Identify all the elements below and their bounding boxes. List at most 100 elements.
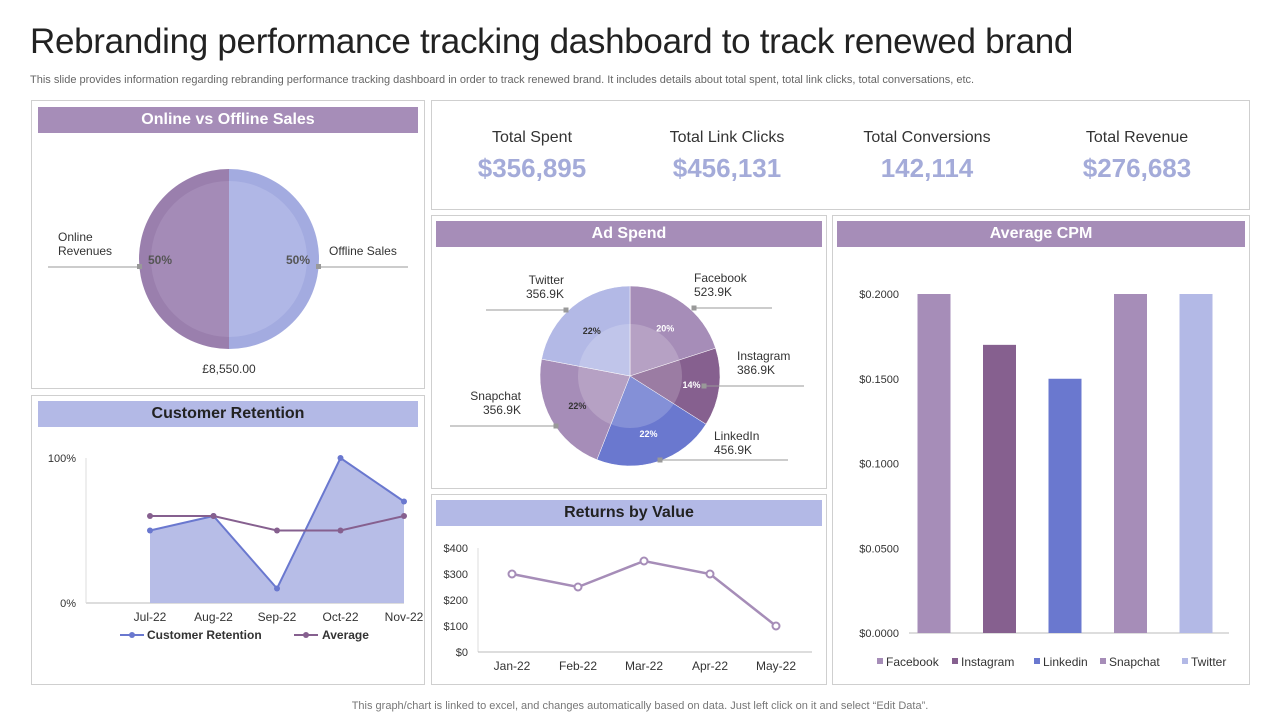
y-tick-label: 0%	[60, 598, 76, 610]
ad-spend-slice	[541, 285, 631, 377]
kpi-label: Total Spent	[491, 129, 573, 146]
ad-spend-amount-label: 386.9K	[737, 363, 775, 377]
kpi-label: Total Link Clicks	[669, 129, 785, 146]
total-sales-label: £8,550.00	[202, 362, 256, 376]
retention-point	[274, 585, 280, 592]
customer-retention-panel: Customer Retention 0% 100% Jul-22 Aug-22 Sep…	[31, 395, 425, 685]
legend-swatch	[952, 658, 958, 664]
cpm-bar	[983, 344, 1016, 633]
leader-marker	[137, 264, 142, 269]
kpi-value: $456,131	[672, 153, 782, 183]
ad-spend-slice	[629, 347, 721, 425]
average-cpm-bar-chart[interactable]: $0.0000 $0.0500 $0.1000 $0.1500 $0.2000 Faceb…	[833, 216, 1249, 684]
kpi-value: $356,895	[477, 153, 587, 183]
x-tick-label: Nov-22	[385, 610, 424, 624]
cpm-bar	[1048, 378, 1082, 633]
y-tick-label: $0.2000	[859, 289, 899, 301]
x-tick-label: Jul-22	[134, 610, 167, 624]
ad-spend-amount-label: 456.9K	[714, 443, 752, 457]
retention-point	[147, 527, 153, 534]
ad-spend-category-label: Twitter	[529, 273, 564, 287]
y-tick-label: $300	[444, 569, 468, 581]
pie-slice	[229, 181, 307, 337]
online-offline-title: Online vs Offline Sales	[38, 107, 418, 133]
legend-swatch	[1100, 658, 1106, 664]
kpi-value: 142,114	[880, 153, 974, 183]
cpm-bar	[1114, 294, 1147, 633]
legend-swatch	[1182, 658, 1188, 664]
legend-label: Instagram	[961, 655, 1014, 669]
y-tick-label: $0.1000	[859, 459, 899, 471]
customer-retention-title: Customer Retention	[38, 401, 418, 427]
legend-label: Customer Retention	[147, 628, 262, 642]
legend-label: Linkedin	[1043, 655, 1088, 669]
returns-point	[639, 556, 649, 566]
legend-label: Average	[322, 628, 369, 642]
offline-pct-label: 50%	[286, 253, 310, 267]
ad-spend-amount-label: 523.9K	[694, 285, 732, 299]
average-point	[210, 513, 217, 519]
ad-spend-amount-label: 356.9K	[526, 287, 564, 301]
retention-point	[401, 498, 407, 505]
ad-spend-pct-label: 14%	[683, 380, 701, 390]
pie-slice	[151, 181, 229, 337]
average-point	[337, 527, 344, 534]
kpi-total-conversions: Total Conversions 142,114	[827, 101, 1027, 209]
returns-title: Returns by Value	[436, 500, 822, 526]
kpi-total-revenue: Total Revenue $276,683	[1037, 101, 1237, 209]
leader-marker	[701, 383, 707, 389]
legend-swatch	[1034, 658, 1040, 664]
x-tick-label: May-22	[756, 659, 796, 673]
y-tick-label: $100	[444, 621, 468, 633]
x-tick-label: Oct-22	[322, 610, 358, 624]
offline-sales-label: Offline Sales	[329, 244, 397, 258]
y-tick-label: $200	[444, 595, 468, 607]
leader-marker	[316, 264, 321, 269]
y-tick-label: $0.0500	[859, 543, 899, 555]
legend-label: Twitter	[1191, 655, 1226, 669]
online-revenues-label: Online	[58, 230, 93, 244]
ad-spend-category-label: Snapchat	[470, 389, 521, 403]
y-tick-label: $0	[456, 647, 468, 659]
x-tick-label: Jan-22	[494, 659, 531, 673]
ad-spend-pct-label: 22%	[640, 429, 658, 439]
legend-swatch-marker	[303, 632, 309, 638]
leader-marker	[563, 307, 569, 313]
ad-spend-pct-label: 20%	[656, 323, 674, 333]
average-point	[274, 527, 280, 534]
ad-spend-category-label: Instagram	[737, 349, 790, 363]
page-title: Rebranding performance tracking dashboar…	[30, 22, 1074, 61]
x-tick-label: Feb-22	[559, 659, 597, 673]
leader-marker	[691, 305, 697, 311]
ad-spend-category-label: LinkedIn	[714, 429, 759, 443]
y-tick-label: 100%	[48, 453, 76, 465]
kpi-total-spent: Total Spent $356,895	[432, 101, 632, 209]
average-point	[147, 513, 153, 519]
returns-panel: Returns by Value $0 $100 $200 $300 $400 Jan-2…	[431, 494, 827, 685]
average-cpm-title: Average CPM	[837, 221, 1245, 247]
kpi-panel: Total Spent $356,895 Total Link Clicks $…	[431, 100, 1250, 210]
x-tick-label: Apr-22	[692, 659, 728, 673]
returns-line-chart[interactable]: $0 $100 $200 $300 $400 Jan-22 Feb-22 Mar-22 Apr-…	[432, 495, 826, 684]
retention-area	[150, 458, 404, 603]
online-pct-label: 50%	[148, 253, 172, 267]
returns-point	[705, 569, 715, 579]
y-tick-label: $0.1500	[859, 374, 899, 386]
returns-point	[573, 582, 583, 592]
customer-retention-chart[interactable]: 0%100%Jul-22 Aug-22 Sep-22 Oct-22 Nov-22Cust…	[32, 396, 424, 684]
kpi-label: Total Conversions	[863, 129, 991, 146]
kpi-value: $276,683	[1082, 153, 1192, 183]
online-revenues-label: Revenues	[58, 244, 112, 258]
cpm-bar	[1179, 294, 1213, 633]
cpm-bar	[917, 294, 951, 633]
page-subtitle: This slide provides information regardin…	[30, 74, 975, 86]
pie-inner-highlight	[578, 324, 682, 428]
ad-spend-pct-label: 22%	[568, 401, 586, 411]
ad-spend-pct-label: 22%	[583, 326, 601, 336]
kpi-label: Total Revenue	[1085, 129, 1189, 146]
ad-spend-category-label: Facebook	[694, 271, 748, 285]
y-tick-label: $400	[444, 543, 468, 555]
returns-line	[511, 559, 777, 627]
